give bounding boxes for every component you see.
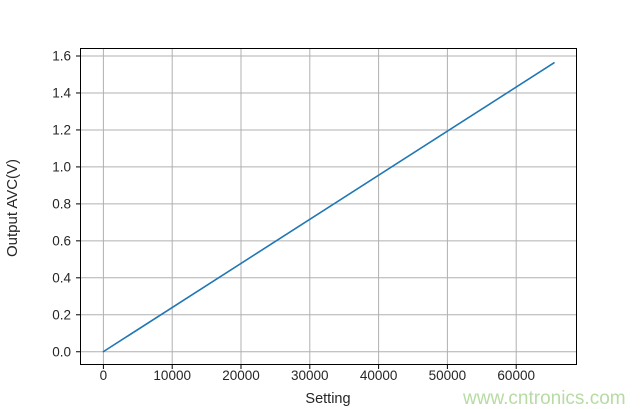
svg-text:www.cntronics.com: www.cntronics.com — [462, 388, 626, 409]
svg-text:20000: 20000 — [222, 368, 260, 383]
svg-text:1.4: 1.4 — [52, 86, 71, 101]
svg-text:40000: 40000 — [360, 368, 398, 383]
svg-text:50000: 50000 — [429, 368, 467, 383]
svg-text:0.2: 0.2 — [52, 307, 71, 322]
svg-text:0: 0 — [100, 368, 108, 383]
svg-text:60000: 60000 — [497, 368, 535, 383]
svg-text:0.0: 0.0 — [52, 344, 71, 359]
svg-text:Setting: Setting — [305, 391, 350, 407]
svg-text:Output AVC(V): Output AVC(V) — [4, 159, 21, 257]
svg-text:10000: 10000 — [153, 368, 191, 383]
svg-text:1.2: 1.2 — [52, 123, 71, 138]
svg-text:1.0: 1.0 — [52, 160, 71, 175]
svg-text:0.6: 0.6 — [52, 233, 71, 248]
svg-text:0.8: 0.8 — [52, 196, 71, 211]
svg-text:1.6: 1.6 — [52, 49, 71, 64]
svg-text:0.4: 0.4 — [52, 270, 71, 285]
svg-text:30000: 30000 — [291, 368, 329, 383]
